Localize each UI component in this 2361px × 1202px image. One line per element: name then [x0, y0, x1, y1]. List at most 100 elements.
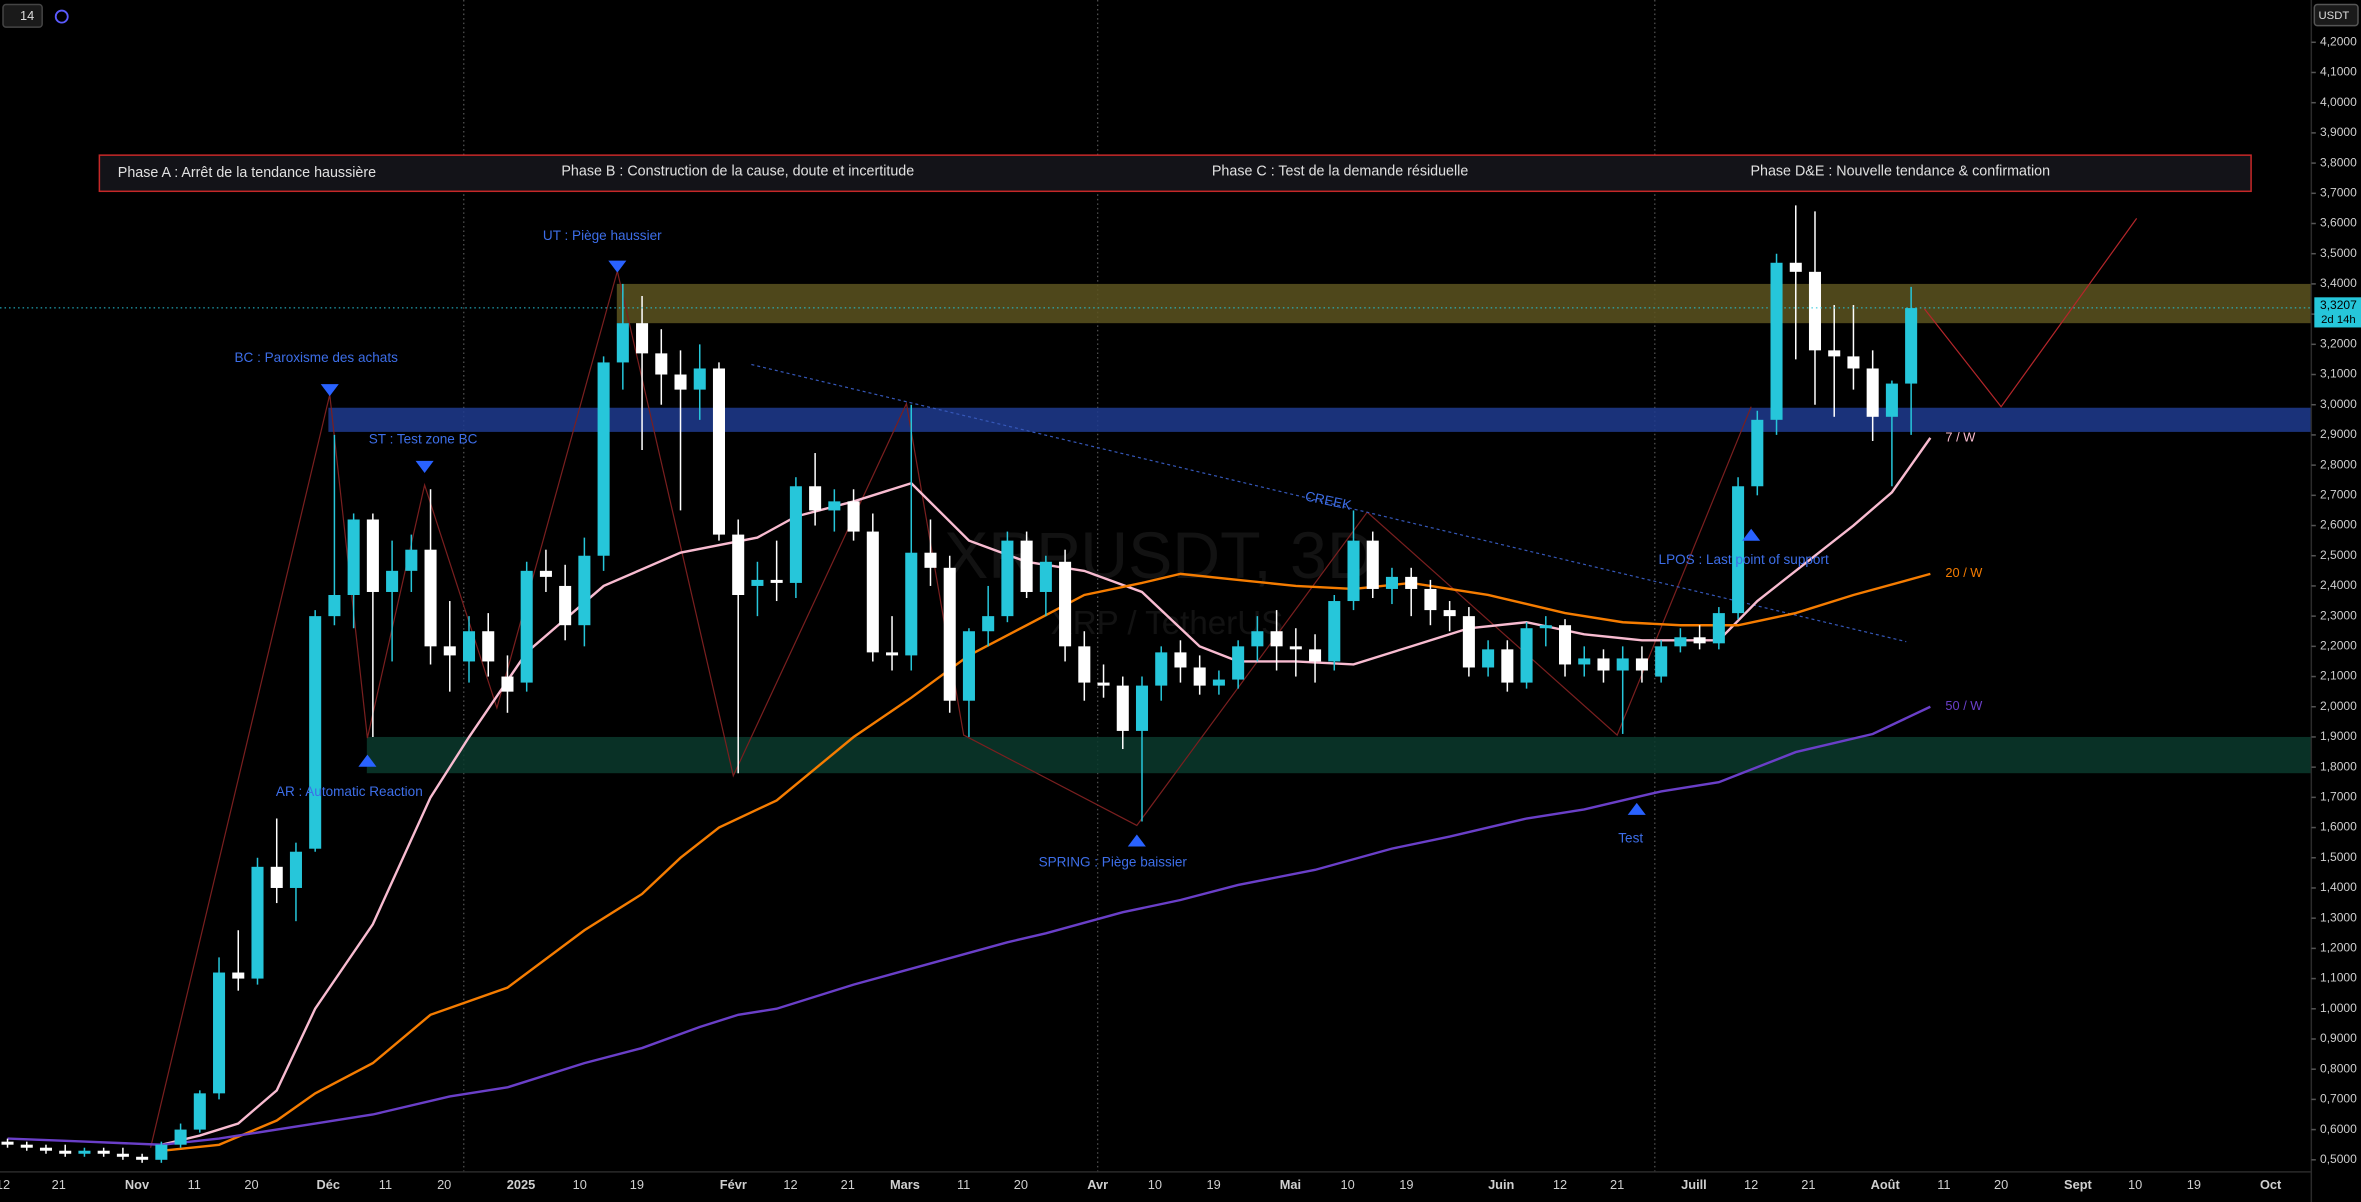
- x-tick-label: 10: [2128, 1177, 2142, 1192]
- candle-body: [1059, 561, 1072, 647]
- candle-body: [1309, 649, 1322, 662]
- candle-body: [616, 323, 629, 363]
- candle-body: [78, 1150, 91, 1154]
- y-tick-label: 4,1000: [2320, 65, 2357, 79]
- currency-label: USDT: [2319, 10, 2350, 22]
- marker-up: [1742, 528, 1761, 541]
- marker-down: [608, 260, 627, 273]
- x-tick-label: 21: [52, 1177, 66, 1192]
- settings-icon[interactable]: [54, 9, 69, 24]
- y-tick-label: 3,1000: [2320, 367, 2357, 381]
- y-tick-label: 4,2000: [2320, 34, 2357, 48]
- x-tick-label: 12: [1553, 1177, 1567, 1192]
- phase-label: Phase D&E : Nouvelle tendance & confirma…: [1750, 163, 2050, 179]
- zone: [328, 407, 2312, 432]
- candle-body: [97, 1150, 110, 1154]
- candle-body: [770, 579, 783, 583]
- candle-body: [886, 652, 899, 656]
- x-tick-label: Nov: [125, 1177, 150, 1192]
- x-tick-label: Déc: [317, 1177, 340, 1192]
- y-tick-label: 0,8000: [2320, 1061, 2357, 1075]
- candle-body: [39, 1147, 53, 1151]
- y-tick-label: 1,4000: [2320, 880, 2357, 894]
- candle-body: [1597, 658, 1610, 671]
- candle-body: [1732, 486, 1745, 614]
- y-tick-label: 0,6000: [2320, 1122, 2357, 1136]
- candle-body: [789, 486, 802, 583]
- candle-body: [1520, 628, 1533, 683]
- candle-body: [251, 866, 264, 979]
- candle-body: [20, 1144, 33, 1148]
- candle-body: [732, 534, 745, 595]
- y-tick-label: 3,8000: [2320, 155, 2357, 169]
- candle-body: [1424, 588, 1437, 611]
- candle-body: [59, 1150, 72, 1154]
- marker-down: [320, 384, 339, 397]
- candle-body: [174, 1129, 187, 1145]
- x-tick-label: 19: [630, 1177, 644, 1192]
- candle-body: [424, 549, 437, 647]
- currency-button[interactable]: [2313, 3, 2359, 27]
- y-tick-label: 1,9000: [2320, 729, 2357, 743]
- x-tick-label: Mai: [1280, 1177, 1301, 1192]
- candle-body: [1885, 383, 1898, 417]
- candle-body: [366, 519, 379, 592]
- y-tick-label: 3,7000: [2320, 185, 2357, 199]
- marker-up: [358, 754, 377, 767]
- marker-up: [1127, 834, 1146, 847]
- candle-body: [1212, 679, 1225, 686]
- candle-body: [1443, 610, 1456, 617]
- candle-body: [1001, 540, 1014, 617]
- ma-labels: 7 / W 20 / W 50 / W: [1945, 429, 1983, 713]
- candle-body: [405, 549, 418, 571]
- candle-body: [116, 1153, 129, 1157]
- x-tick-label: Mars: [890, 1177, 920, 1192]
- last-price-label: 3,3207: [2320, 298, 2357, 312]
- y-tick-label: 3,6000: [2320, 216, 2357, 230]
- zone: [366, 736, 2312, 774]
- phase-separators: [463, 0, 1656, 1172]
- candle-body: [539, 570, 552, 577]
- zone: [616, 283, 2312, 324]
- annotations: UT : Piège haussier BC : Paroxisme des a…: [235, 228, 1829, 870]
- candle-body: [924, 552, 937, 568]
- candle-body: [828, 501, 841, 511]
- candle-body: [232, 972, 245, 979]
- toolbar: 14 USDT: [2, 3, 2359, 28]
- candle-body: [193, 1093, 206, 1130]
- y-tick-label: 1,3000: [2320, 910, 2357, 924]
- y-tick-label: 3,4000: [2320, 276, 2357, 290]
- candle-body: [1501, 649, 1514, 683]
- y-tick-label: 2,4000: [2320, 578, 2357, 592]
- y-tick-label: 2,1000: [2320, 669, 2357, 683]
- y-tick-label: 1,6000: [2320, 820, 2357, 834]
- moving-average: [161, 572, 1931, 1152]
- candle-body: [1097, 682, 1110, 686]
- x-tick-label: Oct: [2260, 1177, 2282, 1192]
- x-tick-label: 12: [783, 1177, 797, 1192]
- watermark: XRPUSDT, 3D XRP / TetherUS: [944, 519, 1375, 642]
- annotation: BC : Paroxisme des achats: [235, 350, 399, 365]
- annotation: AR : Automatic Reaction: [276, 784, 423, 799]
- candle-body: [482, 631, 495, 662]
- interval-button[interactable]: [2, 3, 43, 28]
- candle-body: [1655, 646, 1668, 677]
- ma-label: 7 / W: [1945, 429, 1976, 444]
- ma-label: 20 / W: [1945, 565, 1983, 580]
- candle-body: [1366, 540, 1379, 589]
- x-tick-label: 19: [2187, 1177, 2201, 1192]
- candle-body: [1020, 540, 1033, 592]
- candle-body: [1558, 625, 1572, 665]
- candle-body: [1462, 616, 1475, 668]
- candle-body: [1328, 601, 1341, 662]
- y-tick-label: 3,0000: [2320, 397, 2357, 411]
- x-tick-label: 19: [1399, 1177, 1413, 1192]
- phase-box: Phase A : Arrêt de la tendance haussière…: [98, 154, 2252, 193]
- moving-average: [7, 705, 1931, 1146]
- candle-body: [347, 519, 360, 595]
- projection: [1923, 218, 2138, 408]
- candle-body: [328, 594, 341, 617]
- y-tick-label: 2,2000: [2320, 639, 2357, 653]
- x-tick-label: 11: [379, 1177, 392, 1192]
- x-tick-label: 20: [1994, 1177, 2008, 1192]
